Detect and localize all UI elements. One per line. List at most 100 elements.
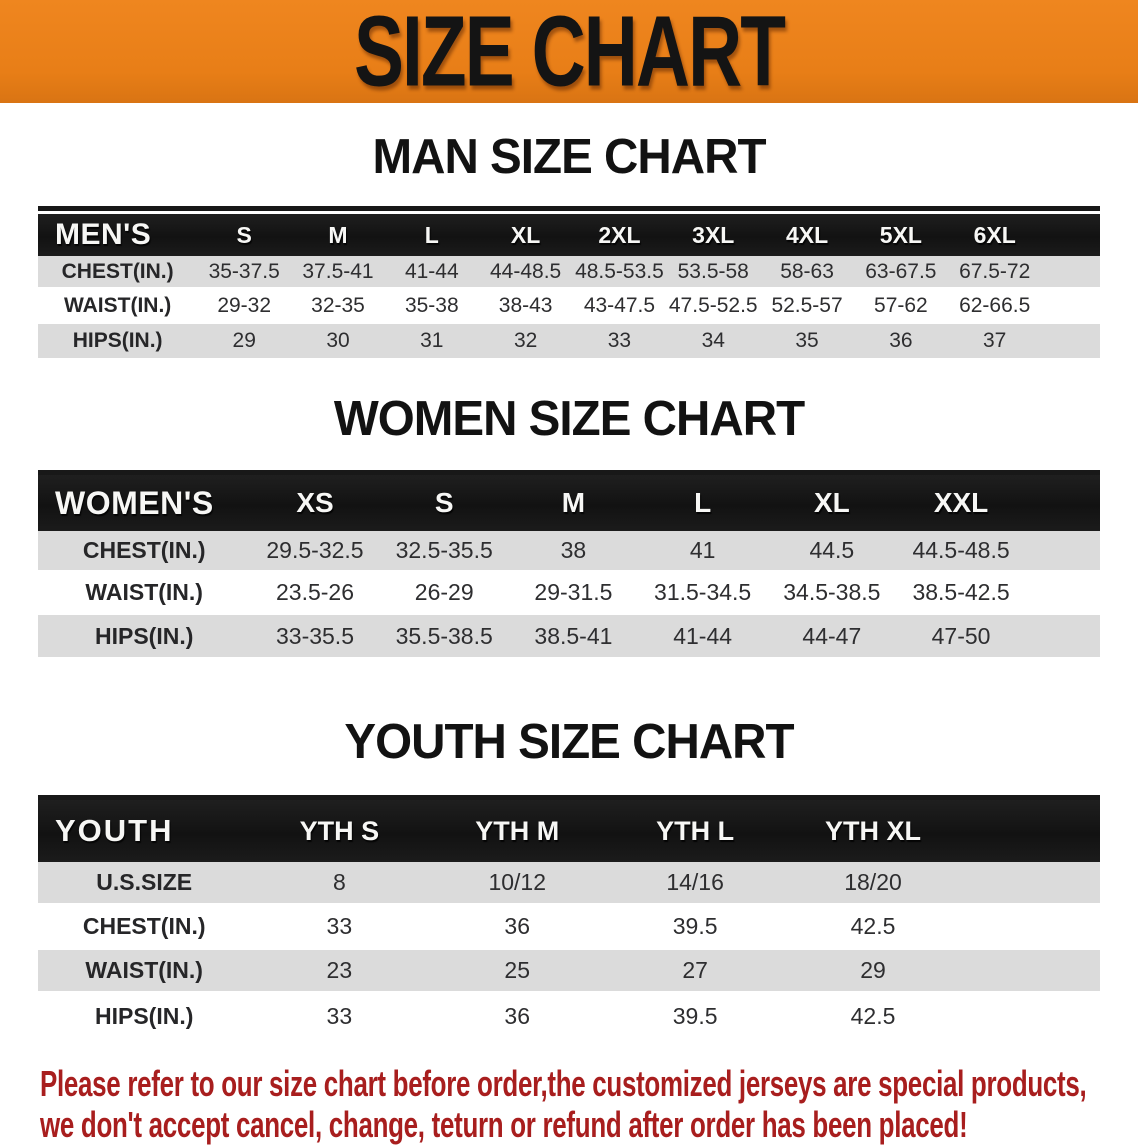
women-size-column-header: M — [561, 487, 586, 518]
men-size-column-header: L — [424, 221, 439, 248]
men-cell-value: 37 — [983, 329, 1007, 352]
women-cell-value: 35.5-38.5 — [395, 622, 493, 649]
order-policy-line-2: we don't accept cancel, change, teturn o… — [40, 1104, 968, 1145]
men-cell-value: 57-62 — [874, 293, 928, 317]
order-policy-note: Please refer to our size chart before or… — [40, 1063, 1138, 1145]
women-table-row: WAIST(IN.) 23.5-26 26-29 29-31.5 31.5-34.5 34… — [38, 573, 1100, 615]
order-policy-line-1: Please refer to our size chart before or… — [40, 1063, 1087, 1104]
men-size-column-header: S — [236, 221, 252, 248]
women-table-row: CHEST(IN.) 29.5-32.5 32.5-35.5 38 41 44.5 44.5… — [38, 531, 1100, 573]
youth-cell-value: 23 — [326, 957, 353, 983]
men-cell-value: 41-44 — [404, 259, 459, 283]
women-size-column-header: L — [694, 487, 712, 518]
youth-corner-label: YOUTH — [55, 813, 174, 848]
women-cell-value: 29.5-32.5 — [266, 537, 364, 563]
women-cell-value: 32.5-35.5 — [395, 537, 493, 563]
men-section-heading: MAN SIZE CHART — [372, 130, 766, 184]
women-cell-value: 47-50 — [931, 622, 991, 649]
women-cell-value: 23.5-26 — [275, 579, 354, 605]
men-cell-value: 38-43 — [498, 293, 553, 317]
women-cell-value: 38.5-41 — [534, 622, 613, 649]
men-table-header-row: MEN'S S M L XL 2XL 3XL 4XL 5XL 6XL — [38, 214, 1100, 256]
women-cell-value: 31.5-34.5 — [654, 579, 752, 605]
men-cell-value: 63-67.5 — [865, 259, 937, 283]
youth-cell-value: 42.5 — [850, 913, 896, 939]
women-row-label: HIPS(IN.) — [95, 622, 194, 649]
youth-section-heading: YOUTH SIZE CHART — [344, 715, 794, 769]
women-cell-value: 41 — [689, 537, 716, 563]
youth-cell-value: 39.5 — [672, 1002, 718, 1029]
youth-cell-value: 39.5 — [672, 913, 718, 939]
men-cell-value: 62-66.5 — [959, 293, 1031, 317]
youth-table-row: HIPS(IN.) 33 36 39.5 42.5 — [38, 994, 1100, 1038]
women-cell-value: 44.5 — [809, 537, 855, 563]
youth-cell-value: 42.5 — [850, 1002, 896, 1029]
women-cell-value: 29-31.5 — [534, 579, 613, 605]
men-table-row: WAIST(IN.) 29-32 32-35 35-38 38-43 43-47.5 47.… — [38, 290, 1100, 324]
men-cell-value: 33 — [607, 329, 632, 352]
men-cell-value: 44-48.5 — [490, 259, 562, 283]
women-size-column-header: XXL — [933, 487, 989, 518]
women-row-label: CHEST(IN.) — [82, 537, 206, 563]
men-size-column-header: 5XL — [879, 221, 922, 248]
youth-cell-value: 27 — [682, 957, 708, 983]
men-cell-value: 53.5-58 — [677, 259, 749, 283]
men-size-column-header: 3XL — [692, 221, 735, 248]
men-cell-value: 31 — [420, 329, 444, 352]
youth-row-label: HIPS(IN.) — [95, 1002, 194, 1029]
women-size-column-header: XS — [296, 487, 334, 518]
women-cell-value: 44-47 — [802, 622, 862, 649]
men-cell-value: 47.5-52.5 — [668, 293, 758, 317]
women-size-table: WOMEN'S XS S M L XL XXL CHEST(IN.) 29.5-32.5 32.5… — [38, 470, 1100, 657]
youth-row-label: U.S.SIZE — [96, 869, 193, 895]
size-chart-banner: SIZE CHART — [0, 0, 1138, 107]
women-cell-value: 44.5-48.5 — [912, 537, 1010, 563]
men-size-column-header: M — [328, 221, 348, 248]
men-cell-value: 29-32 — [217, 293, 272, 317]
men-cell-value: 32-35 — [311, 293, 365, 317]
youth-table-row: WAIST(IN.) 23 25 27 29 — [38, 950, 1100, 994]
youth-size-column-header: YTH S — [299, 815, 380, 846]
men-cell-value: 29 — [232, 329, 256, 352]
youth-size-column-header: YTH M — [475, 815, 560, 846]
men-row-label: HIPS(IN.) — [72, 329, 163, 352]
men-cell-value: 43-47.5 — [583, 293, 656, 317]
men-cell-value: 58-63 — [780, 259, 834, 283]
youth-cell-value: 18/20 — [844, 869, 902, 895]
youth-cell-value: 29 — [860, 957, 886, 983]
table-top-border — [38, 470, 1100, 475]
men-size-column-header: 4XL — [785, 221, 829, 248]
women-cell-value: 41-44 — [673, 622, 733, 649]
women-row-label: WAIST(IN.) — [85, 579, 203, 605]
men-cell-value: 35-37.5 — [208, 259, 280, 283]
men-cell-value: 52.5-57 — [771, 293, 843, 317]
table-top-border — [38, 795, 1100, 800]
men-cell-value: 37.5-41 — [302, 259, 374, 283]
youth-cell-value: 33 — [326, 913, 353, 939]
men-cell-value: 35 — [795, 329, 819, 352]
women-cell-value: 34.5-38.5 — [783, 579, 881, 605]
youth-table-header-row: YOUTH YTH S YTH M YTH L YTH XL — [38, 800, 1100, 862]
youth-table-row: U.S.SIZE 8 10/12 14/16 18/20 — [38, 862, 1100, 906]
women-cell-value: 38 — [560, 537, 587, 563]
women-corner-label: WOMEN'S — [55, 484, 214, 521]
women-size-column-header: S — [434, 487, 454, 518]
men-cell-value: 34 — [701, 329, 725, 352]
women-table-row: HIPS(IN.) 33-35.5 35.5-38.5 38.5-41 41-44 44-… — [38, 615, 1100, 657]
women-table-header-row: WOMEN'S XS S M L XL XXL — [38, 475, 1100, 531]
women-size-column-header: XL — [813, 487, 850, 518]
men-size-column-header: 6XL — [973, 221, 1016, 248]
youth-cell-value: 33 — [326, 1002, 353, 1029]
banner-title: SIZE CHART — [353, 0, 786, 108]
men-cell-value: 30 — [326, 329, 350, 352]
men-row-label: WAIST(IN.) — [63, 293, 172, 317]
men-table-row: HIPS(IN.) 29 30 31 32 33 34 35 36 37 — [38, 324, 1100, 358]
youth-table-row: CHEST(IN.) 33 36 39.5 42.5 — [38, 906, 1100, 950]
men-size-column-header: XL — [510, 221, 541, 248]
men-table-row: CHEST(IN.) 35-37.5 37.5-41 41-44 44-48.5 48.5… — [38, 256, 1100, 290]
men-size-column-header: 2XL — [598, 221, 641, 248]
women-cell-value: 26-29 — [414, 579, 474, 605]
women-section-heading: WOMEN SIZE CHART — [333, 392, 805, 446]
youth-size-table: YOUTH YTH S YTH M YTH L YTH XL U.S.SIZE 8 10/12… — [38, 795, 1100, 1038]
women-cell-value: 38.5-42.5 — [912, 579, 1010, 605]
